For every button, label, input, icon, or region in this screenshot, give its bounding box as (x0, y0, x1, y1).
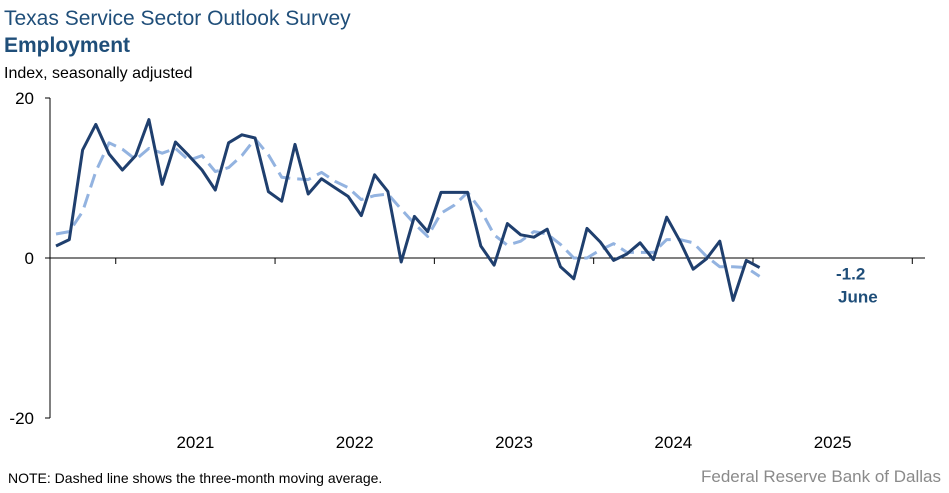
y-axis-label: Index, seasonally adjusted (4, 65, 193, 82)
x-tick-label: 2023 (495, 433, 533, 452)
chart-axes (45, 97, 925, 419)
moving-average-line (55, 137, 761, 278)
x-tick-label: 2024 (654, 433, 692, 452)
latest-value-label: -1.2 (836, 265, 865, 284)
x-tick-label: 2025 (814, 433, 852, 452)
latest-month-label: June (838, 288, 878, 307)
footnote: NOTE: Dashed line shows the three-month … (8, 470, 383, 486)
y-tick-label: 20 (15, 89, 34, 108)
x-tick-labels: 2021 2022 2023 2024 2025 (176, 433, 851, 452)
x-tick-label: 2021 (176, 433, 214, 452)
y-tick-label: -20 (9, 409, 34, 428)
employment-index-line (55, 118, 761, 302)
chart-subtitle: Employment (4, 34, 131, 57)
source-credit: Federal Reserve Bank of Dallas (700, 467, 941, 486)
y-tick-label: 0 (25, 249, 34, 268)
y-tick-labels: 20 0 -20 (9, 89, 34, 428)
annotation-layer: -1.2 June (836, 265, 878, 307)
x-tick-label: 2022 (336, 433, 374, 452)
chart-title: Texas Service Sector Outlook Survey (4, 7, 351, 30)
series-layer (55, 118, 761, 302)
